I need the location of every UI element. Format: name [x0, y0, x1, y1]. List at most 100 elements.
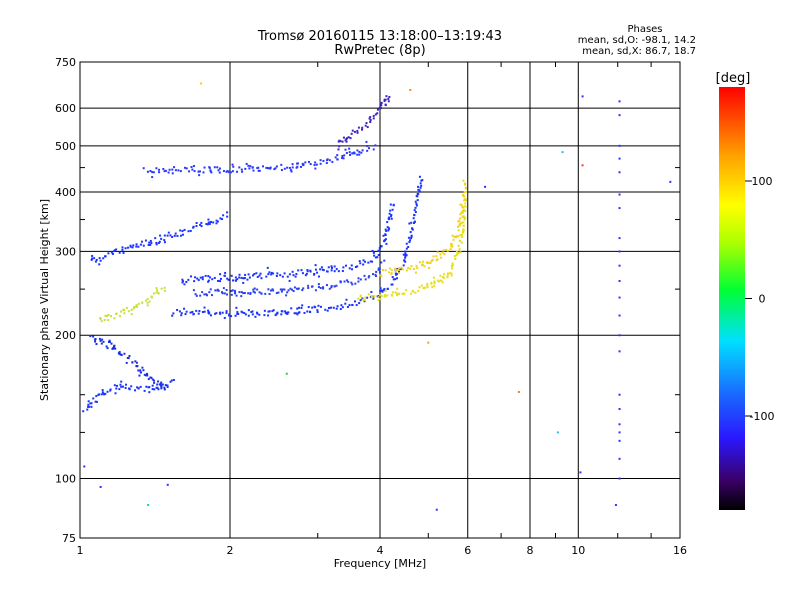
echo-point	[280, 313, 283, 316]
echo-point	[177, 169, 180, 172]
echo-point	[115, 312, 118, 315]
echo-point	[337, 148, 340, 151]
echo-point	[125, 306, 128, 309]
echo-point	[163, 241, 166, 244]
echo-point	[172, 312, 175, 315]
echo-point	[286, 291, 289, 294]
echo-point	[386, 287, 389, 290]
echo-point	[267, 288, 270, 291]
echo-point	[458, 224, 461, 227]
echo-point	[268, 310, 271, 313]
echo-point	[418, 261, 421, 264]
echo-point	[199, 170, 202, 173]
echo-point	[455, 250, 458, 253]
echo-point	[164, 384, 167, 387]
echo-point	[433, 284, 436, 287]
echo-point	[254, 315, 257, 318]
echo-point	[210, 171, 213, 174]
echo-point	[388, 216, 391, 219]
echo-point	[296, 165, 299, 168]
echo-point	[240, 291, 243, 294]
echo-point	[404, 252, 407, 255]
echo-point	[174, 232, 177, 235]
echo-point	[230, 290, 233, 293]
echo-point	[412, 217, 415, 220]
echo-point	[455, 254, 458, 257]
echo-point	[301, 289, 304, 292]
echo-point	[151, 384, 154, 387]
echo-point	[405, 269, 408, 272]
echo-point	[453, 235, 456, 238]
echo-point	[322, 269, 325, 272]
echo-point	[423, 265, 426, 268]
echo-point	[269, 167, 272, 170]
echo-point	[372, 117, 375, 120]
echo-point	[343, 154, 346, 157]
echo-point	[355, 304, 358, 307]
echo-point	[367, 261, 370, 264]
column-point	[618, 114, 621, 117]
echo-point	[189, 311, 192, 314]
echo-point	[404, 250, 407, 253]
echo-point	[459, 239, 462, 242]
echo-point	[380, 104, 383, 107]
echo-point	[146, 374, 149, 377]
echo-point	[108, 340, 111, 343]
echo-point	[298, 311, 301, 314]
echo-point	[333, 270, 336, 273]
echo-point	[128, 388, 131, 391]
echo-point	[313, 163, 316, 166]
echo-point	[416, 266, 419, 269]
echo-point	[102, 257, 105, 260]
echo-point	[222, 214, 225, 217]
isolated-point	[484, 185, 487, 188]
echo-point	[256, 288, 259, 291]
echo-point	[402, 253, 405, 256]
echo-point	[172, 378, 175, 381]
echo-point	[192, 289, 195, 292]
echo-point	[361, 149, 364, 152]
echo-point	[153, 381, 156, 384]
echo-point	[208, 166, 211, 169]
echo-point	[463, 199, 466, 202]
echo-point	[373, 295, 376, 298]
echo-point	[361, 128, 364, 131]
isolated-point	[669, 180, 672, 183]
echo-point	[366, 145, 369, 148]
echo-point	[156, 383, 159, 386]
echo-point	[142, 369, 145, 372]
echo-point	[160, 386, 163, 389]
echo-point	[149, 376, 152, 379]
echo-point	[136, 386, 139, 389]
echo-point	[197, 279, 200, 282]
echo-point	[390, 273, 393, 276]
echo-point	[446, 249, 449, 252]
echo-point	[208, 312, 211, 315]
echo-point	[334, 156, 337, 159]
echo-point	[273, 168, 276, 171]
echo-point	[314, 161, 317, 164]
echo-point	[400, 267, 403, 270]
echo-point	[376, 112, 379, 115]
echo-point	[349, 153, 352, 156]
echo-point	[463, 205, 466, 208]
echo-point	[203, 306, 206, 309]
echo-point	[107, 340, 110, 343]
echo-point	[297, 287, 300, 290]
echo-point	[418, 189, 421, 192]
echo-point	[428, 266, 431, 269]
echo-point	[238, 291, 241, 294]
echo-point	[185, 167, 188, 170]
echo-point	[277, 291, 280, 294]
echo-point	[302, 287, 305, 290]
echo-point	[171, 168, 174, 171]
echo-point	[309, 162, 312, 165]
echo-point	[388, 212, 391, 215]
echo-point	[458, 248, 461, 251]
echo-point	[389, 267, 392, 270]
echo-point	[418, 175, 421, 178]
echo-point	[379, 107, 382, 110]
plot-frame	[79, 61, 681, 539]
echo-point	[356, 265, 359, 268]
echo-point	[121, 246, 124, 249]
